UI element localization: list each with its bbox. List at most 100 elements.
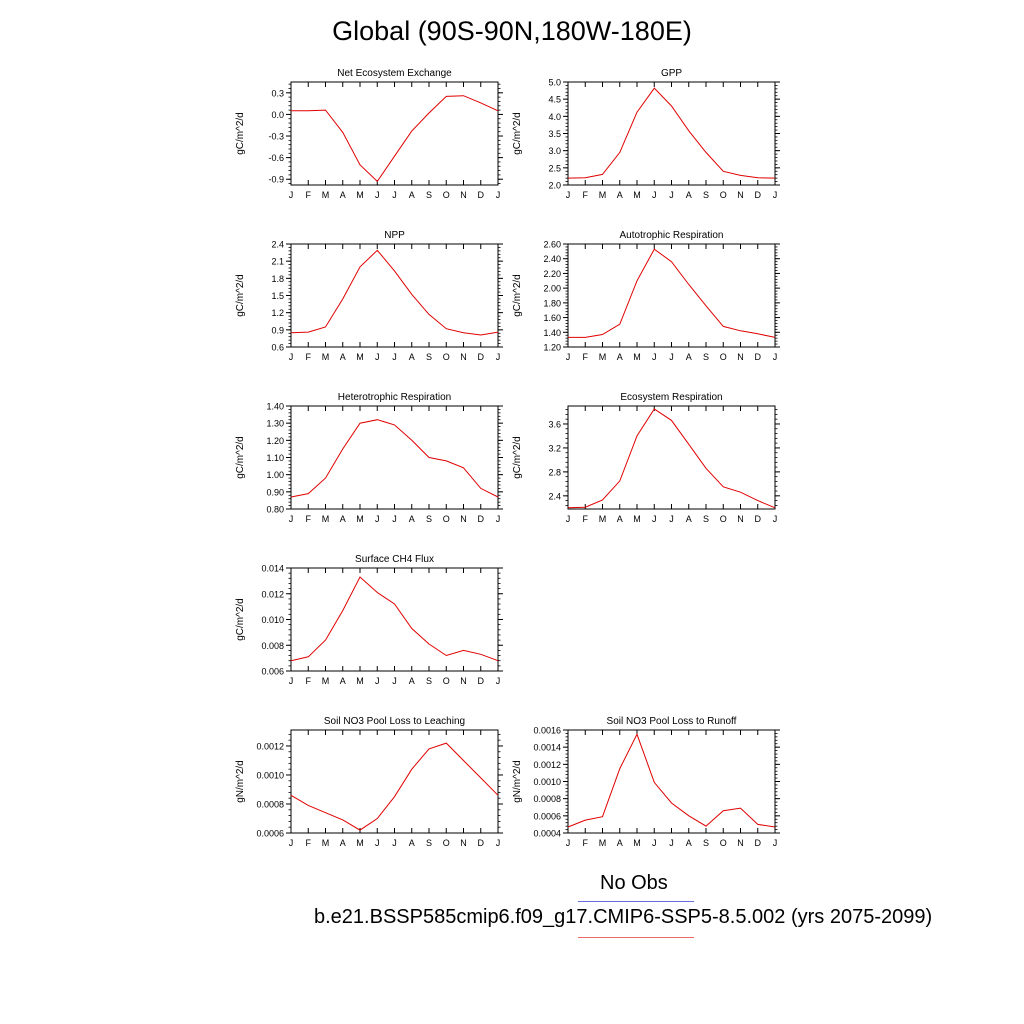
y-axis-label: gN/m^2/d xyxy=(235,760,246,803)
y-tick-label: 3.2 xyxy=(548,443,561,453)
y-tick-label: 1.40 xyxy=(266,402,284,412)
y-tick-label: 0.008 xyxy=(261,641,284,651)
x-tick-label: O xyxy=(443,514,450,524)
series-line xyxy=(567,87,776,179)
x-tick-label: J xyxy=(392,514,397,524)
y-axis-label: gC/m^2/d xyxy=(235,112,246,155)
y-tick-label: 3.6 xyxy=(548,419,561,429)
x-tick-label: O xyxy=(720,838,727,848)
x-tick-label: M xyxy=(322,352,330,362)
y-tick-label: 0.006 xyxy=(261,667,284,677)
x-tick-label: A xyxy=(686,190,692,200)
x-tick-label: S xyxy=(703,514,709,524)
x-tick-label: F xyxy=(583,514,589,524)
x-tick-label: D xyxy=(478,352,485,362)
plot-frame xyxy=(567,81,776,186)
y-tick-label: 2.40 xyxy=(543,254,561,264)
y-tick-label: 2.00 xyxy=(543,284,561,294)
x-tick-label: O xyxy=(443,190,450,200)
x-tick-label: J xyxy=(669,190,674,200)
chart-title: Soil NO3 Pool Loss to Runoff xyxy=(607,716,737,727)
x-tick-label: D xyxy=(755,838,762,848)
y-tick-label: 0.0016 xyxy=(533,726,561,736)
y-axis-label: gC/m^2/d xyxy=(235,436,246,479)
x-tick-label: A xyxy=(409,190,415,200)
x-tick-label: M xyxy=(356,352,364,362)
x-tick-label: A xyxy=(340,838,346,848)
x-tick-label: A xyxy=(617,514,623,524)
y-tick-label: 4.0 xyxy=(548,112,561,122)
x-tick-label: O xyxy=(443,838,450,848)
y-tick-label: 0.0 xyxy=(271,110,284,120)
series-line xyxy=(291,95,499,183)
x-tick-label: F xyxy=(583,352,589,362)
x-tick-label: S xyxy=(426,676,432,686)
x-tick-label: M xyxy=(599,838,607,848)
x-tick-label: J xyxy=(375,838,380,848)
y-axis-label: gC/m^2/d xyxy=(512,274,523,317)
y-tick-label: 0.0006 xyxy=(533,811,561,821)
y-tick-label: 1.30 xyxy=(266,419,284,429)
x-tick-label: S xyxy=(426,838,432,848)
y-tick-label: 1.10 xyxy=(266,453,284,463)
x-tick-label: J xyxy=(773,352,778,362)
x-tick-label: O xyxy=(720,352,727,362)
x-tick-label: F xyxy=(306,514,312,524)
x-tick-label: J xyxy=(392,190,397,200)
series-line xyxy=(290,249,499,336)
x-tick-label: J xyxy=(566,190,571,200)
x-tick-label: J xyxy=(496,676,501,686)
y-tick-label: 2.4 xyxy=(548,491,561,501)
y-tick-label: 1.40 xyxy=(543,328,561,338)
x-tick-label: J xyxy=(289,514,294,524)
chart-title: Autotrophic Respiration xyxy=(620,230,724,241)
x-tick-label: J xyxy=(375,514,380,524)
x-tick-label: J xyxy=(496,514,501,524)
x-tick-label: F xyxy=(583,838,589,848)
x-tick-label: J xyxy=(289,676,294,686)
y-tick-label: 0.90 xyxy=(266,487,284,497)
y-tick-label: 3.5 xyxy=(548,129,561,139)
series-line xyxy=(290,742,499,831)
y-tick-label: 0.80 xyxy=(266,505,284,515)
x-tick-label: J xyxy=(289,190,294,200)
x-tick-label: S xyxy=(703,352,709,362)
x-tick-label: J xyxy=(773,838,778,848)
x-tick-label: A xyxy=(409,514,415,524)
x-tick-label: S xyxy=(426,514,432,524)
series-line xyxy=(290,419,499,498)
x-tick-label: M xyxy=(322,514,330,524)
x-tick-label: M xyxy=(599,352,607,362)
x-tick-label: F xyxy=(306,190,312,200)
x-tick-label: J xyxy=(375,352,380,362)
x-tick-label: J xyxy=(669,838,674,848)
x-tick-label: M xyxy=(322,676,330,686)
x-tick-label: A xyxy=(686,352,692,362)
chart-title: Heterotrophic Respiration xyxy=(338,392,451,403)
y-axis-label: gC/m^2/d xyxy=(235,598,246,641)
x-tick-label: J xyxy=(375,190,380,200)
x-tick-label: M xyxy=(356,838,364,848)
y-tick-label: -0.9 xyxy=(268,175,284,185)
x-tick-label: A xyxy=(686,514,692,524)
y-tick-label: 1.20 xyxy=(266,436,284,446)
series-line xyxy=(290,576,499,662)
chart-title: GPP xyxy=(661,68,682,79)
plot-frame xyxy=(290,243,499,348)
y-tick-label: 1.2 xyxy=(271,308,284,318)
x-tick-label: A xyxy=(409,838,415,848)
series-line xyxy=(568,248,776,338)
x-tick-label: D xyxy=(478,676,485,686)
x-tick-label: J xyxy=(652,514,657,524)
x-tick-label: J xyxy=(652,190,657,200)
chart-title: Soil NO3 Pool Loss to Leaching xyxy=(324,716,465,727)
x-tick-label: A xyxy=(340,676,346,686)
x-tick-label: S xyxy=(703,190,709,200)
x-tick-label: N xyxy=(460,514,467,524)
y-tick-label: 0.0010 xyxy=(256,770,284,780)
x-tick-label: D xyxy=(755,514,762,524)
